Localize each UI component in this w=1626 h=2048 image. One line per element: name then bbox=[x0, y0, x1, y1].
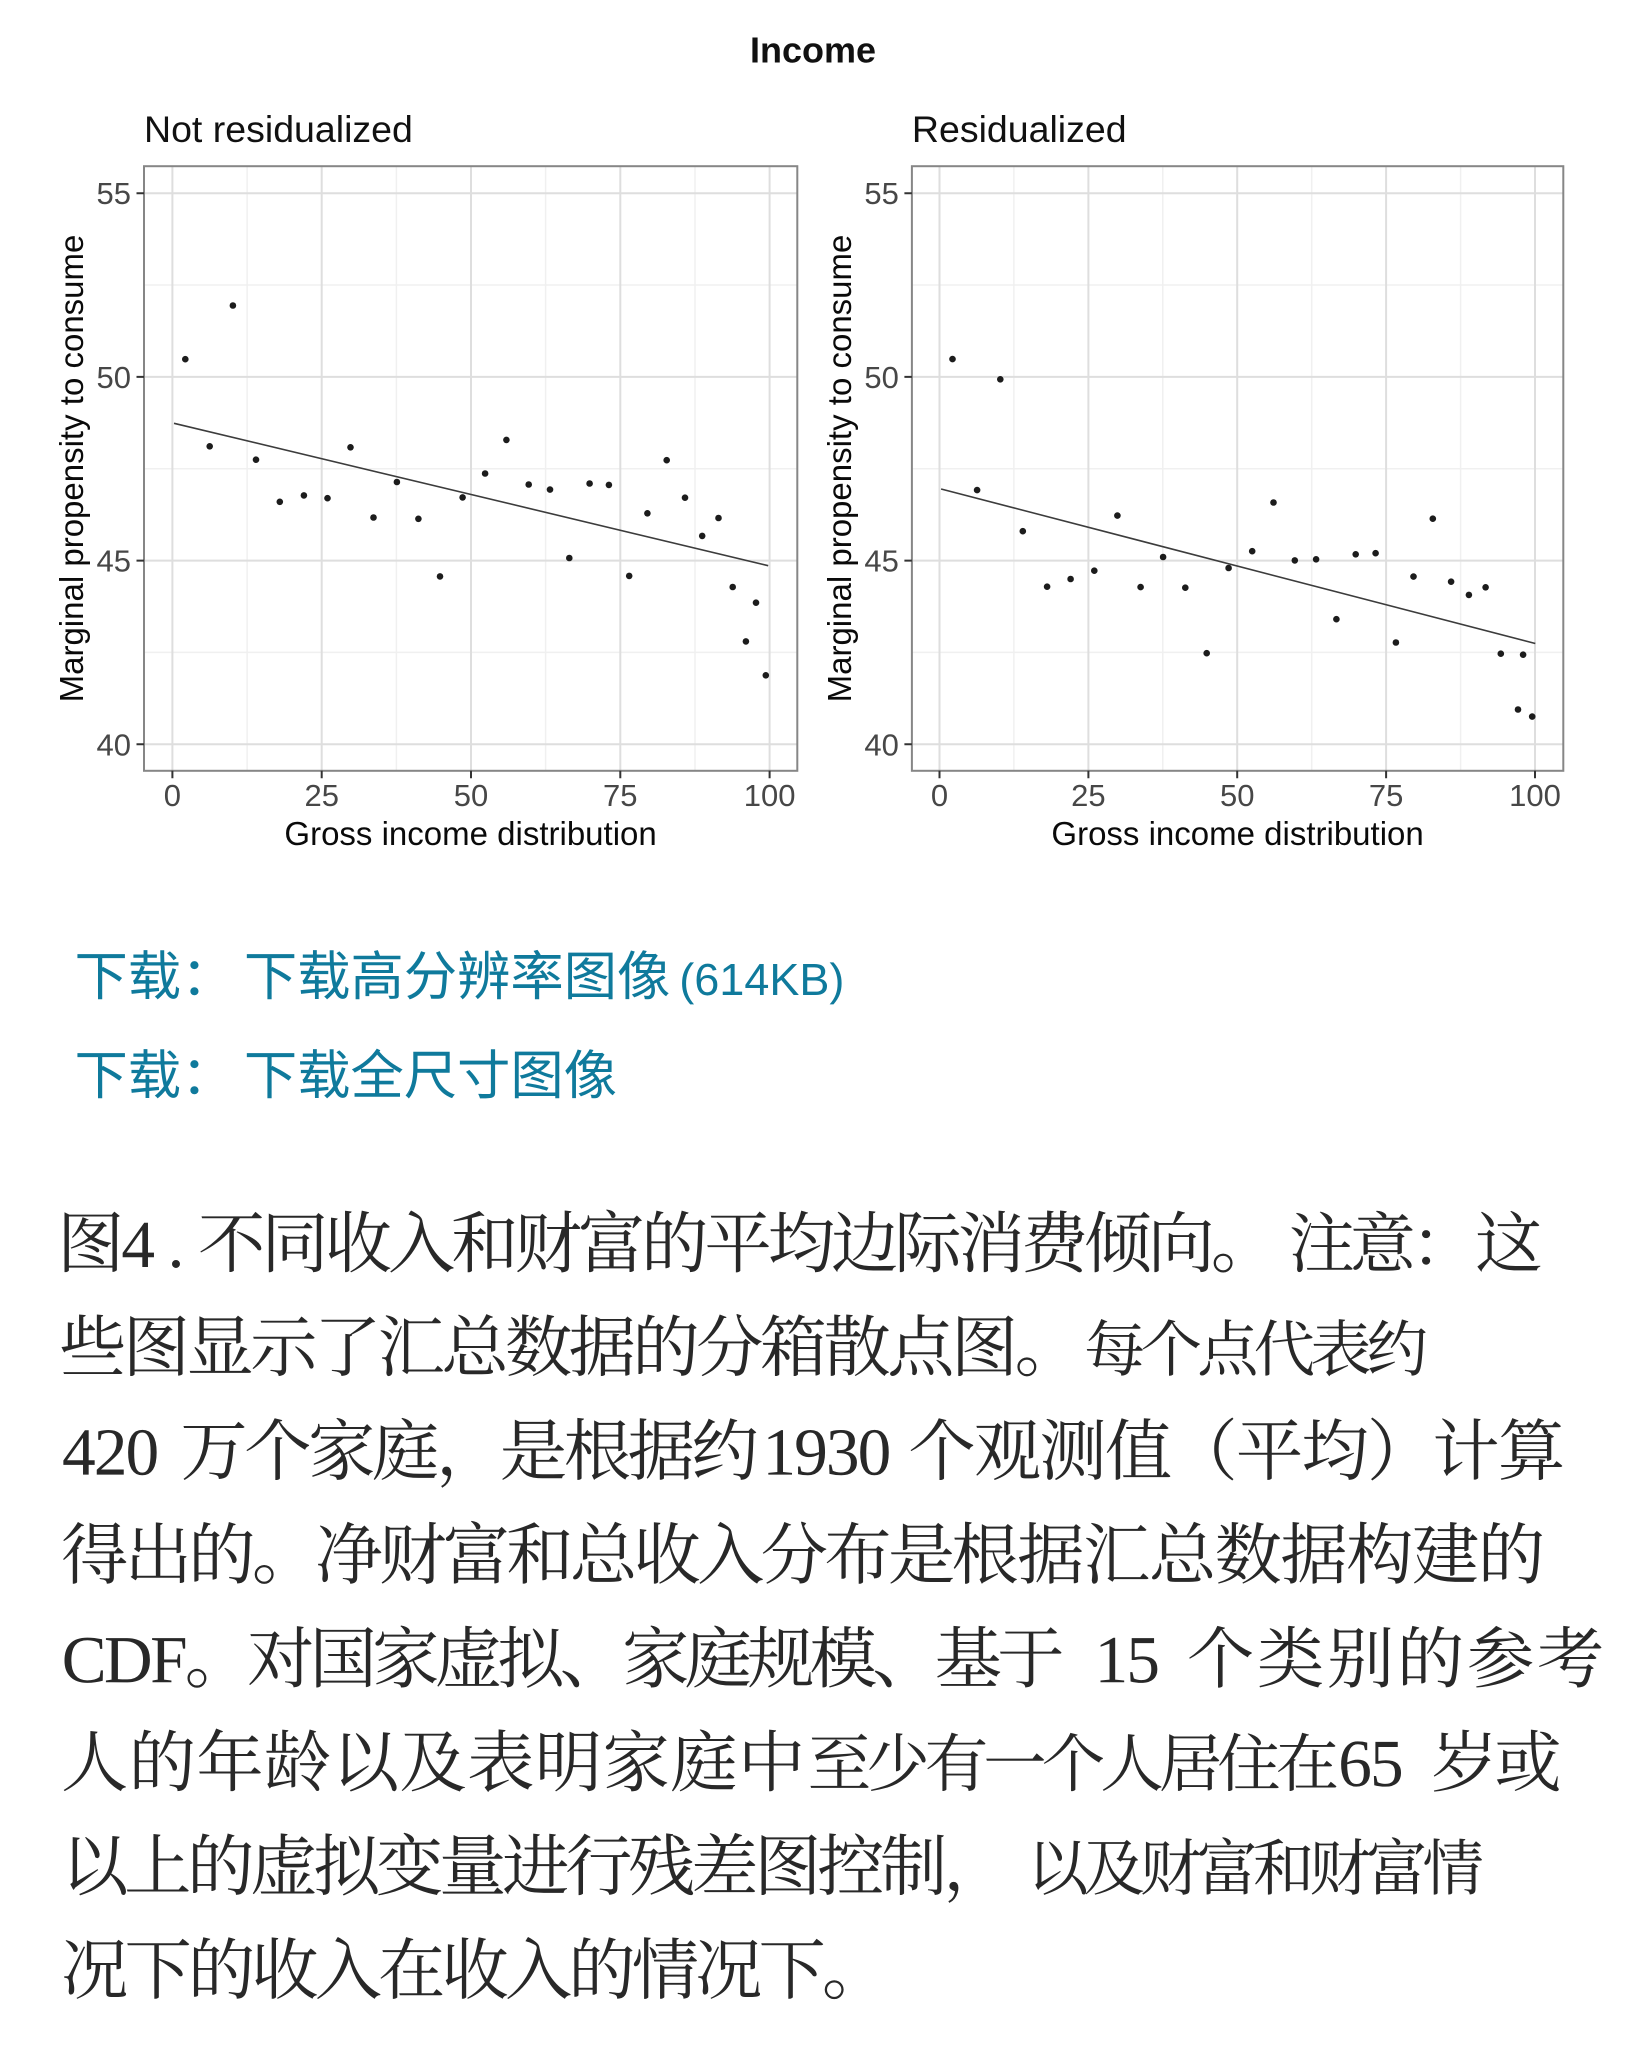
svg-text:Marginal propensity to consume: Marginal propensity to consume bbox=[53, 235, 90, 703]
svg-text:Gross income distribution: Gross income distribution bbox=[284, 815, 656, 852]
svg-text:100: 100 bbox=[744, 778, 796, 813]
svg-text:0: 0 bbox=[164, 778, 181, 813]
svg-text:45: 45 bbox=[97, 544, 131, 579]
svg-text:40: 40 bbox=[97, 727, 131, 762]
svg-text:40: 40 bbox=[864, 727, 898, 762]
svg-text:25: 25 bbox=[1071, 778, 1105, 813]
svg-text:55: 55 bbox=[864, 176, 898, 211]
svg-text:75: 75 bbox=[603, 778, 637, 813]
svg-text:50: 50 bbox=[1220, 778, 1254, 813]
svg-text:Marginal propensity to consume: Marginal propensity to consume bbox=[821, 235, 858, 703]
svg-text:50: 50 bbox=[454, 778, 488, 813]
svg-text:0: 0 bbox=[931, 778, 948, 813]
svg-text:Gross income distribution: Gross income distribution bbox=[1051, 815, 1423, 852]
svg-text:100: 100 bbox=[1509, 778, 1561, 813]
svg-text:Income: Income bbox=[750, 30, 876, 71]
svg-text:Not residualized: Not residualized bbox=[144, 108, 413, 150]
svg-text:25: 25 bbox=[304, 778, 338, 813]
svg-text:Residualized: Residualized bbox=[912, 108, 1127, 150]
svg-text:55: 55 bbox=[97, 176, 131, 211]
svg-text:75: 75 bbox=[1369, 778, 1403, 813]
svg-text:50: 50 bbox=[97, 360, 131, 395]
svg-text:45: 45 bbox=[864, 544, 898, 579]
svg-text:50: 50 bbox=[864, 360, 898, 395]
